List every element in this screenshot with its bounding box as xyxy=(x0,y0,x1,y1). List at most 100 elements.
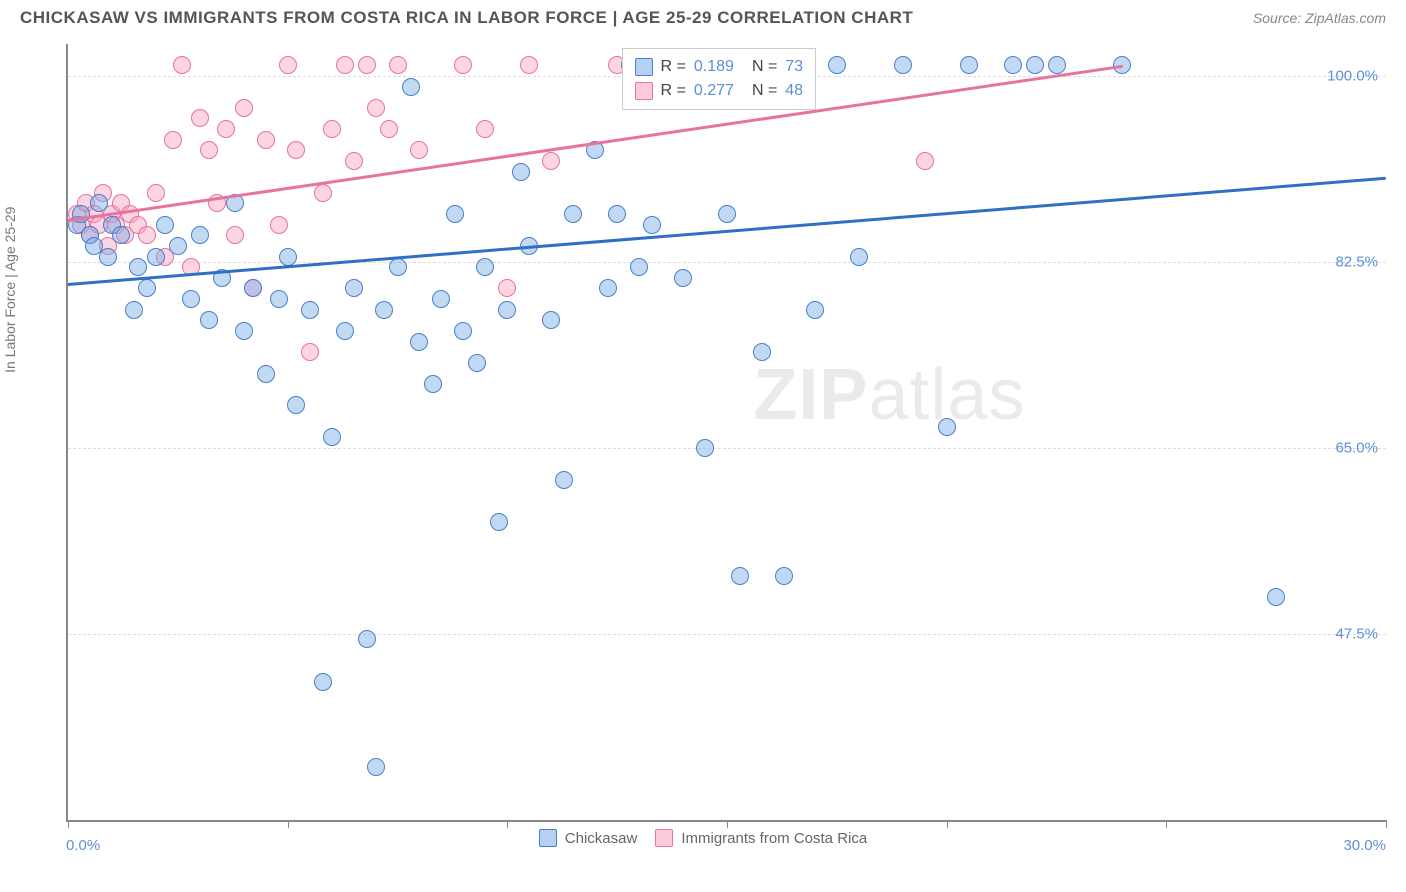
data-point xyxy=(301,343,319,361)
r-value-blue: 0.189 xyxy=(694,58,734,76)
data-point xyxy=(279,56,297,74)
y-tick-label: 100.0% xyxy=(1327,67,1378,84)
data-point xyxy=(410,141,428,159)
data-point xyxy=(191,226,209,244)
data-point xyxy=(301,301,319,319)
legend-label-blue: Chickasaw xyxy=(565,830,638,847)
data-point xyxy=(173,56,191,74)
data-point xyxy=(287,396,305,414)
data-point xyxy=(129,258,147,276)
data-point xyxy=(608,205,626,223)
data-point xyxy=(599,279,617,297)
chart-title: CHICKASAW VS IMMIGRANTS FROM COSTA RICA … xyxy=(20,8,913,28)
y-tick-label: 47.5% xyxy=(1335,625,1378,642)
data-point xyxy=(200,141,218,159)
gridline-h xyxy=(68,448,1386,449)
data-point xyxy=(336,322,354,340)
y-tick-label: 65.0% xyxy=(1335,439,1378,456)
data-point xyxy=(287,141,305,159)
data-point xyxy=(99,248,117,266)
data-point xyxy=(564,205,582,223)
data-point xyxy=(916,152,934,170)
x-max-label: 30.0% xyxy=(1343,837,1386,854)
n-value-pink: 48 xyxy=(785,82,803,100)
data-point xyxy=(217,120,235,138)
data-point xyxy=(389,258,407,276)
data-point xyxy=(630,258,648,276)
watermark: ZIPatlas xyxy=(753,354,1025,436)
data-point xyxy=(367,758,385,776)
data-point xyxy=(828,56,846,74)
data-point xyxy=(1267,588,1285,606)
swatch-pink xyxy=(635,82,653,100)
y-tick-label: 82.5% xyxy=(1335,253,1378,270)
data-point xyxy=(270,216,288,234)
data-point xyxy=(938,418,956,436)
data-point xyxy=(235,322,253,340)
legend-item-pink: Immigrants from Costa Rica xyxy=(655,829,867,847)
stats-row-blue: R =0.189N =73 xyxy=(635,55,804,79)
trendline xyxy=(68,177,1386,286)
data-point xyxy=(345,279,363,297)
data-point xyxy=(424,375,442,393)
data-point xyxy=(696,439,714,457)
data-point xyxy=(200,311,218,329)
plot-area: ZIPatlas 47.5% 65.0% 82.5% 100.0% R =0.189N … xyxy=(66,44,1386,822)
data-point xyxy=(1048,56,1066,74)
data-point xyxy=(542,152,560,170)
data-point xyxy=(498,279,516,297)
data-point xyxy=(498,301,516,319)
data-point xyxy=(138,279,156,297)
data-point xyxy=(270,290,288,308)
stats-row-pink: R =0.277N =48 xyxy=(635,79,804,103)
data-point xyxy=(468,354,486,372)
data-point xyxy=(454,322,472,340)
data-point xyxy=(226,226,244,244)
data-point xyxy=(454,56,472,74)
data-point xyxy=(476,258,494,276)
r-value-pink: 0.277 xyxy=(694,82,734,100)
gridline-h xyxy=(68,262,1386,263)
data-point xyxy=(490,513,508,531)
data-point xyxy=(850,248,868,266)
data-point xyxy=(674,269,692,287)
data-point xyxy=(806,301,824,319)
data-point xyxy=(279,248,297,266)
data-point xyxy=(389,56,407,74)
data-point xyxy=(520,56,538,74)
data-point xyxy=(775,567,793,585)
bottom-legend: Chickasaw Immigrants from Costa Rica xyxy=(20,824,1386,852)
data-point xyxy=(257,365,275,383)
data-point xyxy=(375,301,393,319)
data-point xyxy=(164,131,182,149)
data-point xyxy=(555,471,573,489)
data-point xyxy=(432,290,450,308)
data-point xyxy=(380,120,398,138)
data-point xyxy=(345,152,363,170)
data-point xyxy=(156,216,174,234)
legend-label-pink: Immigrants from Costa Rica xyxy=(681,830,867,847)
data-point xyxy=(314,184,332,202)
data-point xyxy=(731,567,749,585)
data-point xyxy=(512,163,530,181)
data-point xyxy=(718,205,736,223)
data-point xyxy=(643,216,661,234)
data-point xyxy=(753,343,771,361)
data-point xyxy=(960,56,978,74)
data-point xyxy=(476,120,494,138)
data-point xyxy=(112,226,130,244)
data-point xyxy=(358,630,376,648)
data-point xyxy=(358,56,376,74)
data-point xyxy=(446,205,464,223)
data-point xyxy=(323,120,341,138)
data-point xyxy=(314,673,332,691)
data-point xyxy=(244,279,262,297)
data-point xyxy=(90,194,108,212)
data-point xyxy=(402,78,420,96)
data-point xyxy=(367,99,385,117)
data-point xyxy=(1004,56,1022,74)
data-point xyxy=(542,311,560,329)
data-point xyxy=(1026,56,1044,74)
gridline-h xyxy=(68,634,1386,635)
data-point xyxy=(125,301,143,319)
